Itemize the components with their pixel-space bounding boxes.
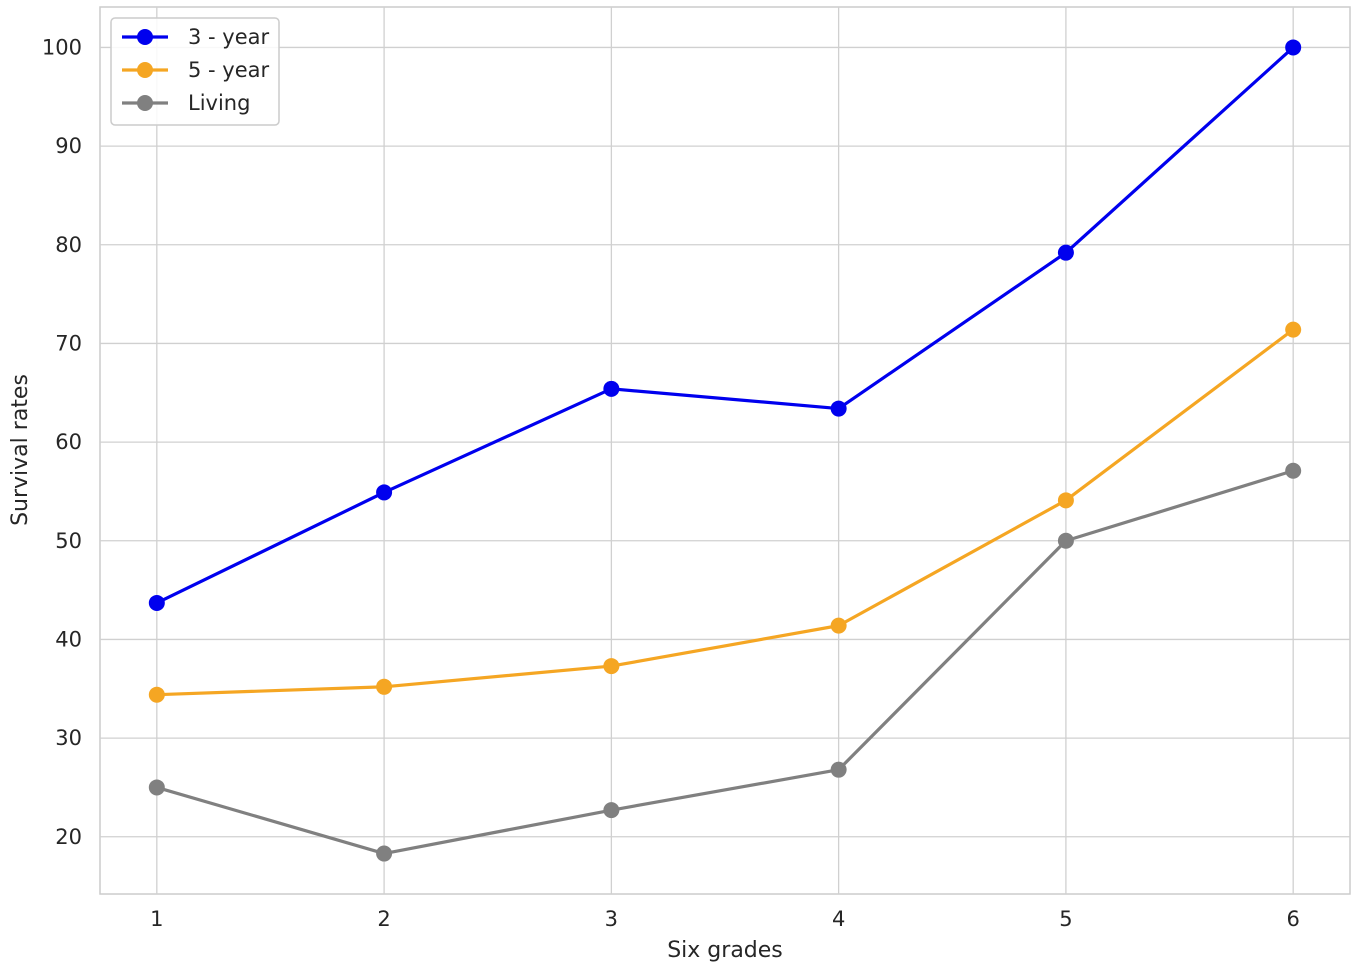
data-point xyxy=(1285,321,1302,338)
y-tick-label: 50 xyxy=(55,529,82,553)
legend-entry: Living xyxy=(122,91,250,115)
data-point xyxy=(376,484,393,501)
series-5-year xyxy=(148,321,1302,703)
series-3-year xyxy=(148,39,1302,611)
legend-entry: 5 - year xyxy=(122,58,270,82)
legend-marker xyxy=(137,62,153,78)
x-tick-label: 1 xyxy=(150,907,163,931)
legend-marker xyxy=(137,29,153,45)
x-tick-label: 6 xyxy=(1286,907,1299,931)
legend-entries: 3 - year 5 - year Living xyxy=(122,25,270,115)
y-tick-label: 70 xyxy=(55,331,82,355)
data-point xyxy=(148,686,165,703)
legend-label: 5 - year xyxy=(188,58,270,82)
y-tick-label: 80 xyxy=(55,233,82,257)
series-line xyxy=(155,328,1295,697)
legend: 3 - year 5 - year Living xyxy=(110,17,280,126)
x-tick-label: 2 xyxy=(377,907,390,931)
x-tick-label: 4 xyxy=(832,907,845,931)
data-point xyxy=(603,658,620,675)
plot-frame xyxy=(99,6,1351,895)
y-tick-label: 100 xyxy=(42,35,82,59)
legend-marker xyxy=(137,95,153,111)
series-line xyxy=(155,469,1295,856)
series-layer xyxy=(148,39,1302,862)
data-point xyxy=(603,380,620,397)
data-point xyxy=(1285,462,1302,479)
legend-label: 3 - year xyxy=(188,25,270,49)
data-point xyxy=(830,617,847,634)
grid xyxy=(100,7,1350,894)
legend-label: Living xyxy=(188,91,250,115)
x-tick-label: 5 xyxy=(1059,907,1072,931)
series-living xyxy=(148,462,1302,862)
data-point xyxy=(1057,532,1074,549)
y-axis-ticks: 20 30 40 50 60 70 80 90 100 xyxy=(42,35,82,848)
y-tick-label: 40 xyxy=(55,627,82,651)
y-tick-label: 90 xyxy=(55,134,82,158)
y-axis-label: Survival rates xyxy=(8,374,33,526)
data-point xyxy=(376,845,393,862)
data-point xyxy=(1057,492,1074,509)
data-point xyxy=(830,761,847,778)
legend-box xyxy=(110,17,280,126)
x-tick-label: 3 xyxy=(605,907,618,931)
y-tick-label: 20 xyxy=(55,825,82,849)
data-point xyxy=(1057,244,1074,261)
series-line xyxy=(155,45,1295,605)
data-point xyxy=(830,400,847,417)
legend-entry: 3 - year xyxy=(122,25,270,49)
x-axis-label: Six grades xyxy=(667,938,783,963)
y-tick-label: 30 xyxy=(55,726,82,750)
data-point xyxy=(376,678,393,695)
data-point xyxy=(148,594,165,611)
data-point xyxy=(1285,39,1302,56)
data-point xyxy=(148,779,165,796)
data-point xyxy=(603,802,620,819)
y-tick-label: 60 xyxy=(55,430,82,454)
x-axis-ticks: 1 2 3 4 5 6 xyxy=(150,907,1300,931)
